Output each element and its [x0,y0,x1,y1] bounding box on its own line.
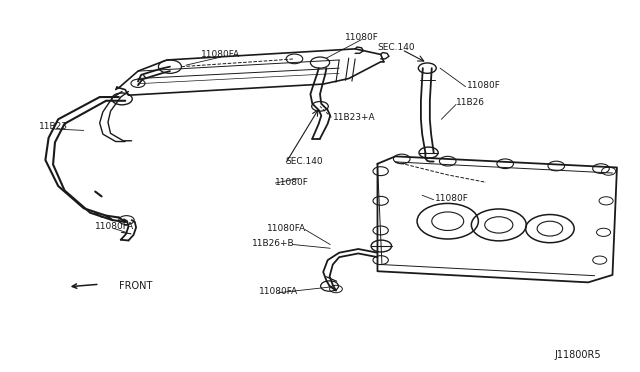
Text: 11080FA: 11080FA [259,287,298,296]
Text: FRONT: FRONT [119,281,152,291]
Text: 11B26: 11B26 [456,98,485,107]
Text: 11B26+B: 11B26+B [252,239,294,248]
Text: 11080F: 11080F [467,81,500,90]
Text: 11080F: 11080F [344,33,378,42]
Text: 11080FA: 11080FA [95,222,134,231]
Text: 11B23+A: 11B23+A [333,113,376,122]
Text: SEC.140: SEC.140 [285,157,323,166]
Text: J11800R5: J11800R5 [554,350,601,360]
Text: 11B23: 11B23 [38,122,68,131]
Text: 11080F: 11080F [435,195,469,203]
Text: 11080FA: 11080FA [267,224,306,233]
Text: 11080FA: 11080FA [202,50,241,59]
Text: 11080F: 11080F [275,178,309,187]
Text: SEC.140: SEC.140 [378,42,415,51]
